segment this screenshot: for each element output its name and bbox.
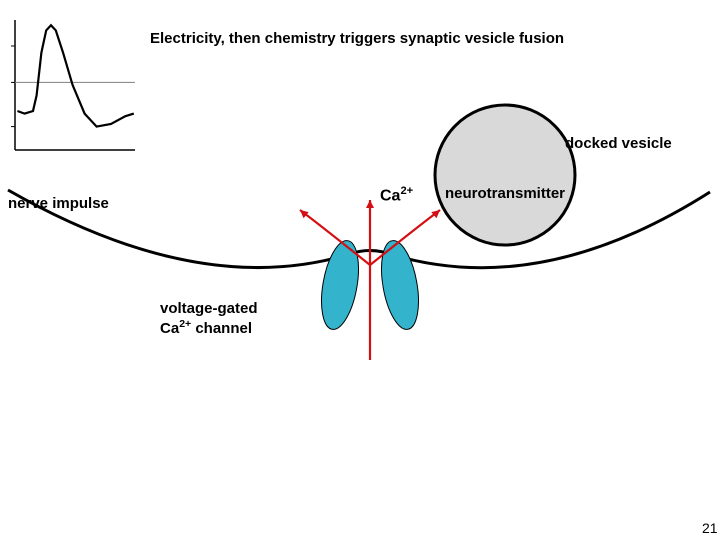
label-ca2-plus: Ca2+ xyxy=(380,185,413,205)
action-potential-curve xyxy=(17,25,133,126)
slide-title: Electricity, then chemistry triggers syn… xyxy=(150,30,564,47)
label-nerve-impulse: nerve impulse xyxy=(8,195,109,212)
label-docked-vesicle: docked vesicle xyxy=(565,135,672,152)
label-neurotransmitter: neurotransmitter xyxy=(445,185,565,202)
slide-number: 21 xyxy=(702,520,718,536)
label-vgcc-line1: voltage-gated xyxy=(160,300,258,317)
docked-vesicle xyxy=(435,105,575,245)
action-potential-graph xyxy=(11,20,135,150)
ca-arrow-head xyxy=(366,200,374,208)
ca-influx-arrows xyxy=(297,200,442,360)
label-vgcc-line2: Ca2+ channel xyxy=(160,318,252,337)
